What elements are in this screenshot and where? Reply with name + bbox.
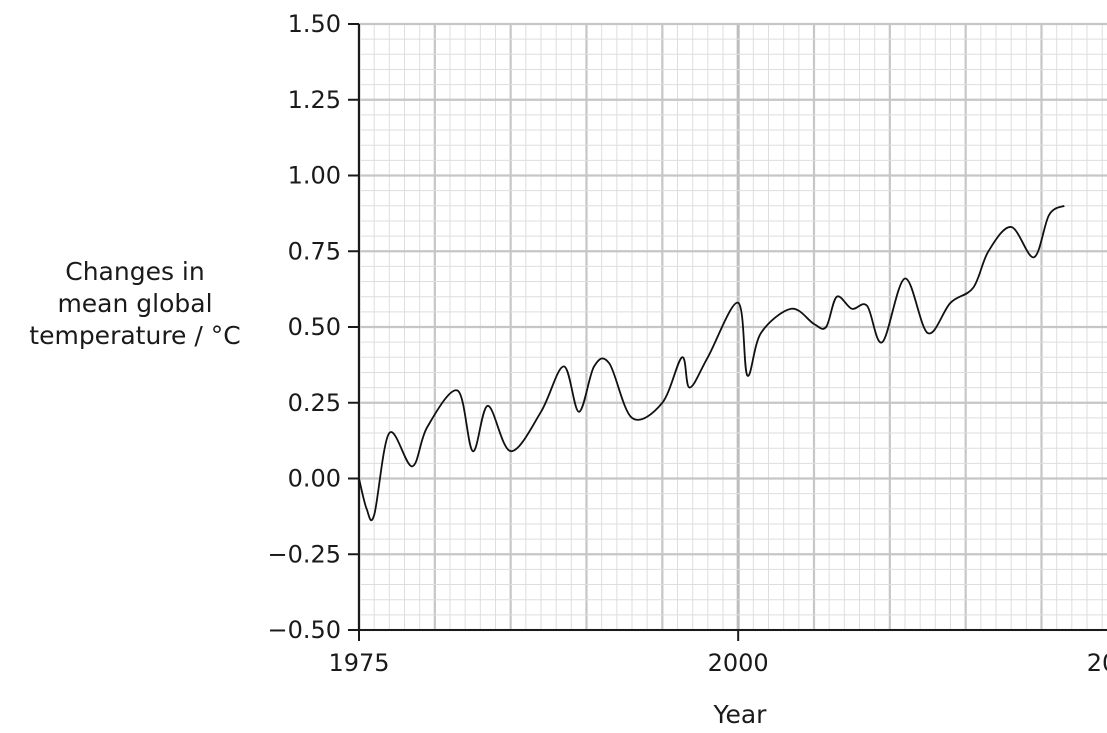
x-tick-label: 2025 bbox=[1087, 649, 1107, 677]
y-tick-label: 1.00 bbox=[288, 162, 341, 190]
y-axis-label: Changes in mean global temperature / °C bbox=[0, 256, 270, 352]
y-tick-label: 0.25 bbox=[288, 389, 341, 417]
y-tick-label: −0.25 bbox=[267, 540, 341, 568]
y-tick-label: 1.25 bbox=[288, 86, 341, 114]
x-tick-label: 2000 bbox=[708, 649, 769, 677]
y-axis-label-line: temperature / °C bbox=[29, 321, 241, 350]
temperature-series-line bbox=[358, 204, 1065, 522]
y-tick-label: 0.50 bbox=[288, 313, 341, 341]
y-tick-label: 0.00 bbox=[288, 465, 341, 493]
y-axis-label-line: mean global bbox=[57, 289, 213, 318]
y-axis-label-line: Changes in bbox=[65, 257, 205, 286]
y-tick-label: 1.50 bbox=[288, 10, 341, 38]
y-tick-label: 0.75 bbox=[288, 237, 341, 265]
x-axis-label: Year bbox=[713, 700, 767, 729]
y-tick-label: −0.50 bbox=[267, 616, 341, 644]
x-tick-label: 1975 bbox=[328, 649, 389, 677]
